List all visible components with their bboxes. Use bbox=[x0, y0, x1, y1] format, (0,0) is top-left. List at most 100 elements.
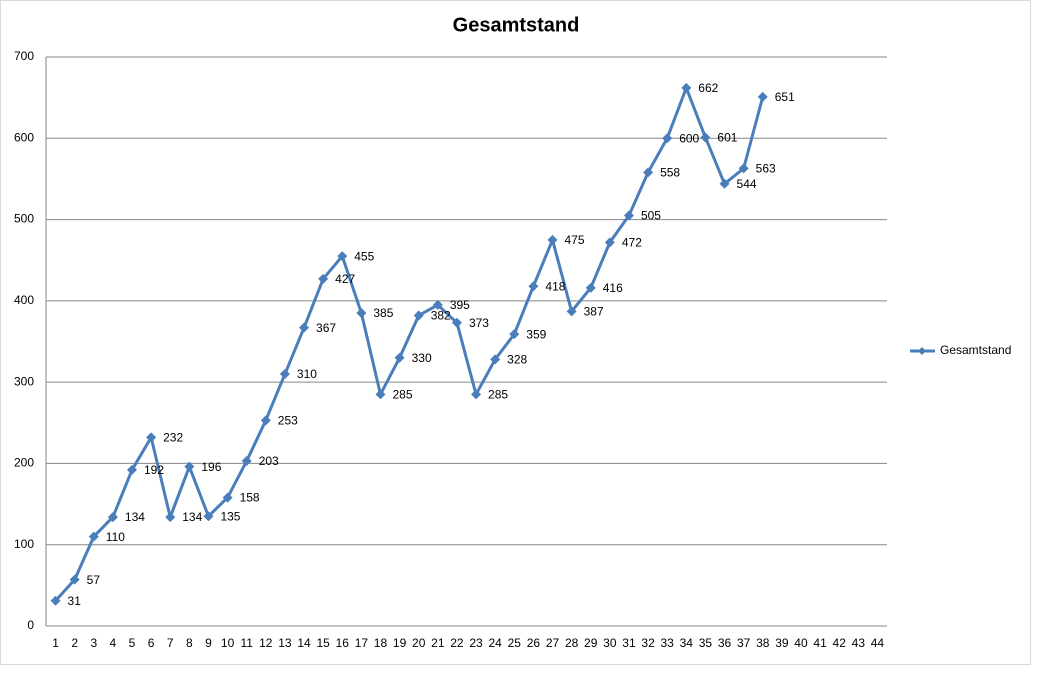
x-tick-label: 7 bbox=[167, 636, 174, 650]
marker bbox=[127, 464, 138, 475]
marker bbox=[585, 282, 596, 293]
x-tick-label: 9 bbox=[205, 636, 212, 650]
data-label: 31 bbox=[68, 594, 82, 608]
series-line bbox=[54, 86, 765, 602]
marker bbox=[394, 352, 405, 363]
x-tick-label: 14 bbox=[297, 636, 311, 650]
marker bbox=[738, 163, 749, 174]
x-tick-label: 15 bbox=[316, 636, 330, 650]
marker bbox=[69, 574, 80, 585]
data-label: 385 bbox=[373, 306, 393, 320]
marker bbox=[241, 455, 252, 466]
legend-marker bbox=[918, 347, 926, 355]
marker bbox=[700, 132, 711, 143]
x-tick-label: 13 bbox=[278, 636, 292, 650]
x-tick-label: 38 bbox=[756, 636, 770, 650]
data-label: 662 bbox=[698, 81, 718, 95]
data-label: 472 bbox=[622, 236, 642, 250]
x-tick-label: 11 bbox=[240, 636, 253, 650]
x-tick-label: 35 bbox=[699, 636, 713, 650]
marker bbox=[719, 178, 730, 189]
marker bbox=[471, 389, 482, 400]
data-label: 192 bbox=[144, 463, 164, 477]
marker bbox=[413, 310, 424, 321]
marker bbox=[299, 322, 310, 333]
data-label: 387 bbox=[584, 305, 604, 319]
marker bbox=[662, 133, 673, 144]
x-tick-label: 36 bbox=[718, 636, 732, 650]
x-tick-label: 17 bbox=[355, 636, 369, 650]
x-tick-label: 37 bbox=[737, 636, 751, 650]
chart-title: Gesamtstand bbox=[453, 14, 580, 36]
x-tick-label: 33 bbox=[661, 636, 675, 650]
marker bbox=[184, 461, 195, 472]
marker bbox=[50, 595, 61, 606]
data-label: 563 bbox=[756, 162, 776, 176]
marker bbox=[566, 306, 577, 317]
x-tick-label: 18 bbox=[374, 636, 388, 650]
data-label: 285 bbox=[488, 388, 508, 402]
x-tick-label: 10 bbox=[221, 636, 235, 650]
marker bbox=[604, 237, 615, 248]
x-tick-label: 5 bbox=[129, 636, 136, 650]
y-tick-label: 600 bbox=[14, 130, 34, 144]
marker bbox=[757, 91, 768, 102]
marker bbox=[203, 511, 214, 522]
y-tick-label: 300 bbox=[14, 374, 34, 388]
data-label: 601 bbox=[717, 131, 737, 145]
x-tick-label: 4 bbox=[110, 636, 117, 650]
marker bbox=[528, 281, 539, 292]
x-tick-label: 22 bbox=[450, 636, 464, 650]
data-label: 158 bbox=[240, 491, 260, 505]
x-tick-label: 16 bbox=[336, 636, 350, 650]
marker bbox=[88, 531, 99, 542]
y-tick-label: 700 bbox=[14, 49, 34, 63]
x-tick-label: 34 bbox=[680, 636, 694, 650]
data-label: 134 bbox=[182, 510, 202, 524]
y-tick-label: 0 bbox=[27, 618, 34, 632]
x-tick-label: 43 bbox=[852, 636, 866, 650]
marker bbox=[681, 82, 692, 93]
data-label: 253 bbox=[278, 414, 298, 428]
x-tick-label: 8 bbox=[186, 636, 193, 650]
x-tick-label: 19 bbox=[393, 636, 407, 650]
x-tick-label: 40 bbox=[794, 636, 808, 650]
x-tick-label: 3 bbox=[90, 636, 97, 650]
data-label: 505 bbox=[641, 209, 661, 223]
data-label: 600 bbox=[679, 131, 699, 145]
data-label: 330 bbox=[412, 351, 432, 365]
x-tick-label: 26 bbox=[527, 636, 541, 650]
x-tick-label: 30 bbox=[603, 636, 617, 650]
y-tick-label: 100 bbox=[14, 537, 34, 551]
data-label: 418 bbox=[545, 279, 565, 293]
x-tick-label: 27 bbox=[546, 636, 560, 650]
data-label: 310 bbox=[297, 367, 317, 381]
x-tick-label: 24 bbox=[488, 636, 502, 650]
marker bbox=[490, 354, 501, 365]
data-label: 544 bbox=[737, 177, 757, 191]
data-label: 328 bbox=[507, 353, 527, 367]
marker bbox=[107, 512, 118, 523]
x-tick-label: 28 bbox=[565, 636, 579, 650]
y-tick-label: 400 bbox=[14, 293, 34, 307]
data-label: 427 bbox=[335, 272, 355, 286]
marker bbox=[547, 234, 558, 245]
x-tick-label: 6 bbox=[148, 636, 155, 650]
marker bbox=[643, 167, 654, 178]
data-label: 367 bbox=[316, 321, 336, 335]
data-label: 373 bbox=[469, 316, 489, 330]
marker bbox=[165, 512, 176, 523]
data-label: 475 bbox=[565, 233, 585, 247]
x-tick-label: 41 bbox=[813, 636, 827, 650]
data-label: 232 bbox=[163, 431, 183, 445]
marker bbox=[356, 308, 367, 319]
marker bbox=[279, 369, 290, 380]
x-tick-label: 12 bbox=[259, 636, 273, 650]
marker bbox=[375, 389, 386, 400]
x-tick-label: 2 bbox=[71, 636, 78, 650]
legend-label: Gesamtstand bbox=[940, 343, 1011, 357]
x-tick-label: 31 bbox=[622, 636, 636, 650]
marker bbox=[337, 251, 348, 262]
marker bbox=[260, 415, 271, 426]
